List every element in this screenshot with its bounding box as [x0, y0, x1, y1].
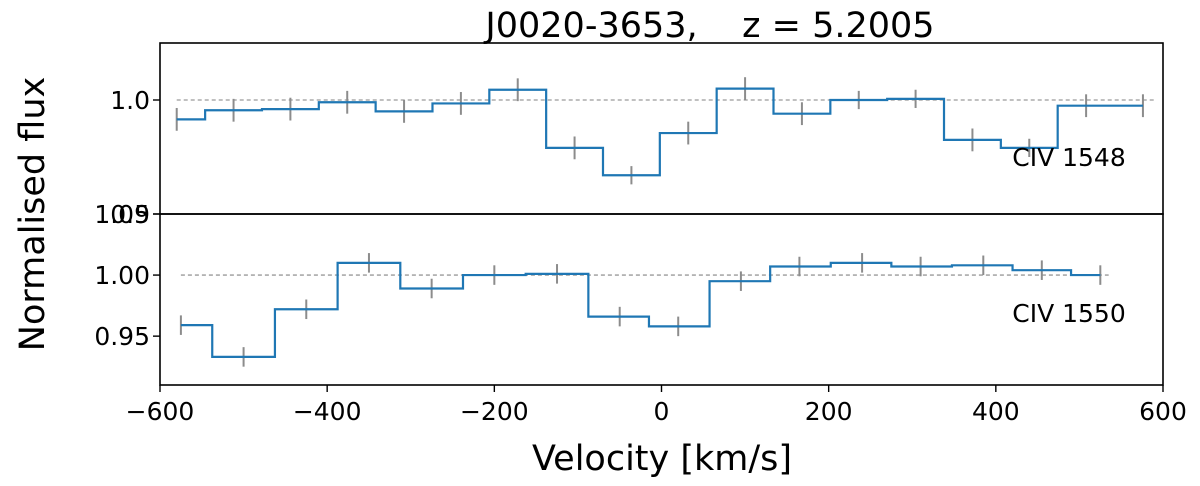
- x-tick-label: 0: [654, 397, 670, 426]
- x-tick-label: −200: [460, 397, 529, 426]
- y-tick-label: 1.05: [94, 200, 150, 229]
- x-tick-label: −600: [126, 397, 195, 426]
- x-tick-label: 200: [805, 397, 853, 426]
- y-tick-label: 1.00: [94, 261, 150, 290]
- panel-frame-1: [159, 42, 1164, 215]
- panel-label: CIV 1548: [1012, 143, 1126, 172]
- y-axis-label: Normalised flux: [13, 77, 53, 351]
- y-tick-label: 1.0: [110, 86, 150, 115]
- spectrum-step-line-panel-2: [180, 261, 1101, 359]
- y-tick-label: 0.95: [94, 322, 150, 351]
- x-axis-label: Velocity [km/s]: [532, 439, 792, 479]
- chart-title: J0020-3653, z = 5.2005: [483, 6, 934, 46]
- plot-area: 0.9 1.0 CIV 1548 0.95 1.00 1.05 CIV 1550 −600 −4…: [94, 42, 1187, 426]
- y-tick-label: 0.9: [110, 200, 150, 229]
- x-tick-label: 600: [1139, 397, 1187, 426]
- spectrum-step-line-panel-1: [176, 87, 1143, 177]
- x-tick-label: 400: [972, 397, 1020, 426]
- panel-label: CIV 1550: [1012, 299, 1126, 328]
- x-tick-label: −400: [293, 397, 362, 426]
